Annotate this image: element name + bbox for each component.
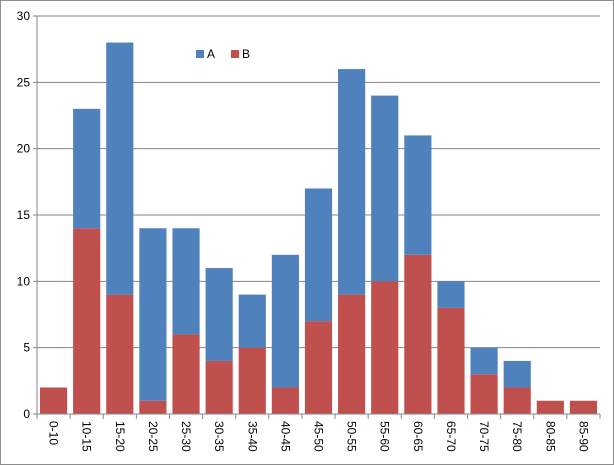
legend-swatch-b [231,50,239,58]
bar-b-40-45 [271,387,299,414]
y-tick-label: 30 [17,9,31,23]
x-tick-label: 55-60 [378,421,392,452]
bar-a-50-55 [338,69,366,295]
x-tick-label: 50-55 [345,421,359,452]
y-tick-label: 20 [17,142,31,156]
x-tick-label: 60-65 [411,421,425,452]
bar-b-15-20 [106,294,134,414]
bar-b-80-85 [536,400,564,414]
bar-b-25-30 [172,334,200,414]
bar-a-40-45 [271,254,299,388]
x-tick-label: 40-45 [278,421,292,452]
bar-b-10-15 [73,228,101,414]
bar-b-35-40 [238,347,266,414]
y-tick-labels: 0 5 10 15 20 25 30 [17,9,31,421]
y-tick-label: 10 [17,274,31,288]
x-tick-label: 80-85 [543,421,557,452]
x-tick-label: 70-75 [477,421,491,452]
x-tick-label: 45-50 [312,421,326,452]
bar-a-70-75 [470,347,498,375]
bar-a-15-20 [106,42,134,295]
bar-a-30-35 [205,268,233,361]
bar-b-60-65 [404,254,432,414]
bar-a-60-65 [404,135,432,255]
x-tick-label: 65-70 [444,421,458,452]
bar-b-0-10 [39,387,68,414]
x-tick-label: 0-10 [47,421,61,445]
x-tick-label: 30-35 [212,421,226,452]
y-tick-label: 15 [17,208,31,222]
bar-a-35-40 [238,294,266,348]
bar-b-65-70 [437,307,465,414]
bar-a-10-15 [73,108,101,229]
legend-swatch-a [196,50,204,58]
bar-b-85-90 [569,400,598,414]
x-tick-label: 85-90 [576,421,590,452]
x-tick-label: 20-25 [146,421,160,452]
bar-a-25-30 [172,228,200,335]
bar-a-55-60 [371,95,399,282]
x-tick-label: 10-15 [80,421,94,452]
bar-a-45-50 [304,188,333,322]
x-tick-label: 35-40 [245,421,259,452]
bar-b-30-35 [205,360,233,414]
x-tick-label: 25-30 [179,421,193,452]
bar-b-45-50 [304,321,333,414]
bar-b-70-75 [470,374,498,414]
bars [39,42,598,414]
bar-b-50-55 [338,294,366,414]
axes [33,15,601,419]
x-tick-label: 15-20 [113,421,127,452]
y-tick-label: 5 [23,341,30,355]
bar-b-55-60 [371,281,399,414]
bar-a-65-70 [437,281,465,308]
legend-label-a: A [207,47,215,61]
bar-a-75-80 [503,360,531,388]
x-tick-label: 75-80 [510,421,524,452]
y-tick-label: 0 [23,407,30,421]
bar-a-20-25 [139,228,167,401]
bar-b-75-80 [503,387,531,414]
bar-b-20-25 [139,400,167,414]
legend-label-b: B [242,47,250,61]
y-tick-label: 25 [17,75,31,89]
x-tick-labels: 0-10 10-15 15-20 20-25 25-30 30-35 35-40 40-45 4… [47,421,591,452]
